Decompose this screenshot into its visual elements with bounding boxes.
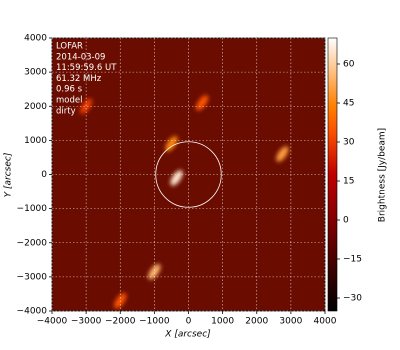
x-tick-label: 3000: [279, 317, 302, 327]
y-tick-label: 3000: [24, 68, 47, 78]
annotation: 0.96 s: [56, 85, 83, 95]
y-tick-label: −4000: [17, 307, 48, 317]
x-tick-label: −3000: [71, 317, 102, 327]
colorbar: [327, 37, 338, 312]
x-axis-label: X [arcsec]: [164, 330, 211, 340]
annotation: 11:59:59.6 UT: [56, 63, 117, 73]
x-tick-label: −4000: [37, 317, 68, 327]
source: [276, 146, 289, 162]
y-tick-label: 1000: [24, 136, 47, 146]
y-tick-label: 0: [41, 170, 47, 180]
annotation: dirty: [56, 106, 76, 116]
colorbar-tick-label: 30: [343, 138, 355, 148]
annotation: LOFAR: [56, 42, 83, 52]
source: [165, 136, 178, 152]
y-tick-label: −2000: [17, 238, 48, 248]
colorbar-tick-label: 45: [343, 99, 354, 109]
annotation: 2014-03-09: [56, 52, 105, 62]
source: [148, 264, 161, 280]
colorbar-tick-label: 60: [343, 60, 355, 70]
colorbar-tick-label: −30: [343, 294, 362, 304]
colorbar-tick-label: −15: [343, 255, 362, 265]
x-tick-label: 4000: [314, 317, 337, 327]
x-tick-label: −2000: [105, 317, 136, 327]
x-tick-label: 1000: [211, 317, 234, 327]
colorbar-label: Brightness [Jy/beam]: [378, 128, 388, 222]
source: [196, 95, 209, 111]
y-tick-label: −1000: [17, 204, 48, 214]
y-tick-label: −3000: [17, 272, 48, 282]
colorbar-tick-label: 15: [343, 177, 354, 187]
x-tick-label: 0: [186, 317, 192, 327]
x-tick-label: 2000: [245, 317, 268, 327]
colorbar-tick-label: 0: [343, 216, 349, 226]
y-tick-label: 4000: [24, 34, 47, 44]
y-tick-label: 2000: [24, 102, 47, 112]
y-axis-label: Y [arcsec]: [4, 152, 14, 197]
source: [80, 98, 93, 114]
x-tick-label: −1000: [139, 317, 170, 327]
annotation: model: [56, 96, 82, 106]
source: [170, 170, 183, 186]
annotation: 61.32 MHz: [56, 74, 102, 84]
